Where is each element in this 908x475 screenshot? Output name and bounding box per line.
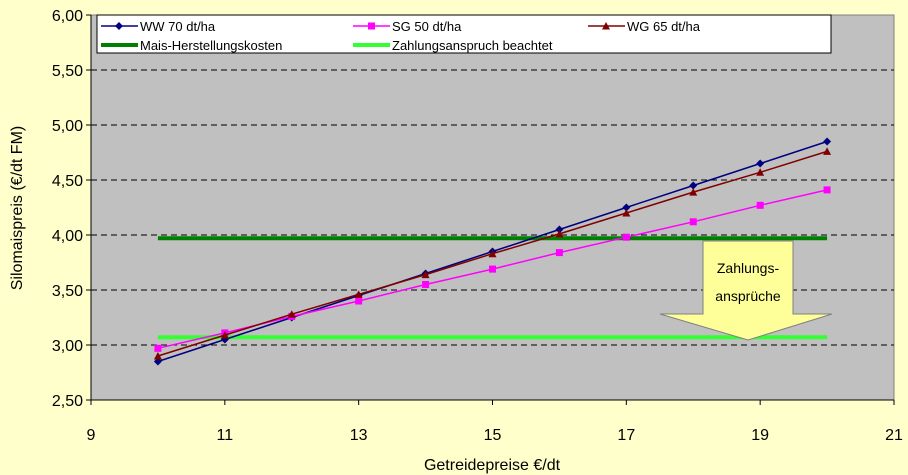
- data-point-2-4: [421, 270, 430, 279]
- data-point-2-1: [220, 331, 229, 339]
- data-point-2-8: [689, 188, 698, 196]
- data-point-0-7: [622, 203, 631, 212]
- legend: WW 70 dt/ha SG 50 dt/ha WG 65 dt/ha Mais…: [96, 14, 832, 54]
- data-point-2-6: [555, 229, 564, 238]
- data-point-0-8: [689, 181, 698, 190]
- data-point-1-5: [489, 265, 496, 273]
- x-tick-label-1: 11: [217, 427, 234, 444]
- data-series: [153, 137, 832, 366]
- data-point-1-0: [154, 344, 162, 352]
- data-point-0-10: [823, 137, 832, 146]
- y-tick-label-3: 4,00: [52, 228, 83, 245]
- x-tick-label-4: 17: [617, 427, 635, 444]
- grid-lines: [91, 69, 894, 346]
- legend-item-mais: Mais-Herstellungskosten: [101, 38, 282, 53]
- y-tick-label-0: 2,50: [52, 393, 83, 410]
- data-point-2-2: [287, 310, 296, 318]
- x-axis-label: Getreidepreise €/dt: [424, 457, 561, 474]
- data-point-1-10: [823, 186, 831, 194]
- axes: 2,50 3,00 3,50 4,00 4,50 5,00 5,50 6,00 9 11 13 15 1…: [52, 8, 903, 444]
- down-arrow-shape: [659, 240, 833, 341]
- annotation: Zahlungs- ansprüche: [659, 240, 833, 341]
- legend-label-ww: WW 70 dt/ha: [140, 19, 216, 34]
- plot-area: [90, 14, 895, 401]
- data-point-0-6: [555, 225, 564, 234]
- x-tick-label-0: 9: [87, 427, 96, 444]
- x-tick-label-2: 13: [350, 427, 368, 444]
- legend-item-sg: SG 50 dt/ha: [353, 19, 462, 34]
- x-tick-label-5: 19: [751, 427, 769, 444]
- data-point-2-7: [622, 209, 631, 217]
- legend-label-zahlung: Zahlungsanspruch beachtet: [392, 38, 553, 53]
- data-point-1-6: [555, 249, 563, 257]
- data-point-1-4: [422, 281, 430, 288]
- legend-label-wg: WG 65 dt/ha: [627, 19, 701, 34]
- annotation-line-2: ansprüche: [715, 288, 781, 304]
- x-tick-label-3: 15: [484, 427, 502, 444]
- data-point-1-7: [622, 233, 630, 241]
- x-tick-label-6: 21: [885, 427, 903, 444]
- data-point-0-9: [756, 159, 765, 168]
- y-tick-label-2: 3,50: [52, 283, 83, 300]
- legend-label-mais: Mais-Herstellungskosten: [140, 38, 282, 53]
- legend-item-zahlung: Zahlungsanspruch beachtet: [353, 38, 553, 53]
- legend-item-wg: WG 65 dt/ha: [588, 19, 701, 34]
- legend-box: [96, 14, 832, 54]
- annotation-line-1: Zahlungs-: [717, 260, 780, 276]
- y-tick-label-6: 5,50: [52, 63, 83, 80]
- data-point-1-3: [355, 297, 363, 305]
- legend-label-sg: SG 50 dt/ha: [392, 19, 462, 34]
- data-point-1-8: [689, 218, 697, 226]
- y-tick-label-5: 5,00: [52, 118, 83, 135]
- data-point-2-0: [153, 352, 162, 360]
- y-tick-label-4: 4,50: [52, 173, 83, 190]
- data-point-2-10: [823, 147, 832, 155]
- data-point-2-9: [756, 168, 765, 176]
- legend-item-ww: WW 70 dt/ha: [101, 19, 216, 34]
- y-tick-label-7: 6,00: [52, 8, 83, 25]
- reference-lines: [157, 236, 828, 340]
- data-point-1-9: [756, 201, 764, 209]
- data-point-2-5: [488, 249, 497, 258]
- y-axis-label: Silomaispreis (€/dt FM): [9, 126, 26, 290]
- y-tick-label-1: 3,00: [52, 338, 83, 355]
- data-point-2-3: [354, 290, 363, 298]
